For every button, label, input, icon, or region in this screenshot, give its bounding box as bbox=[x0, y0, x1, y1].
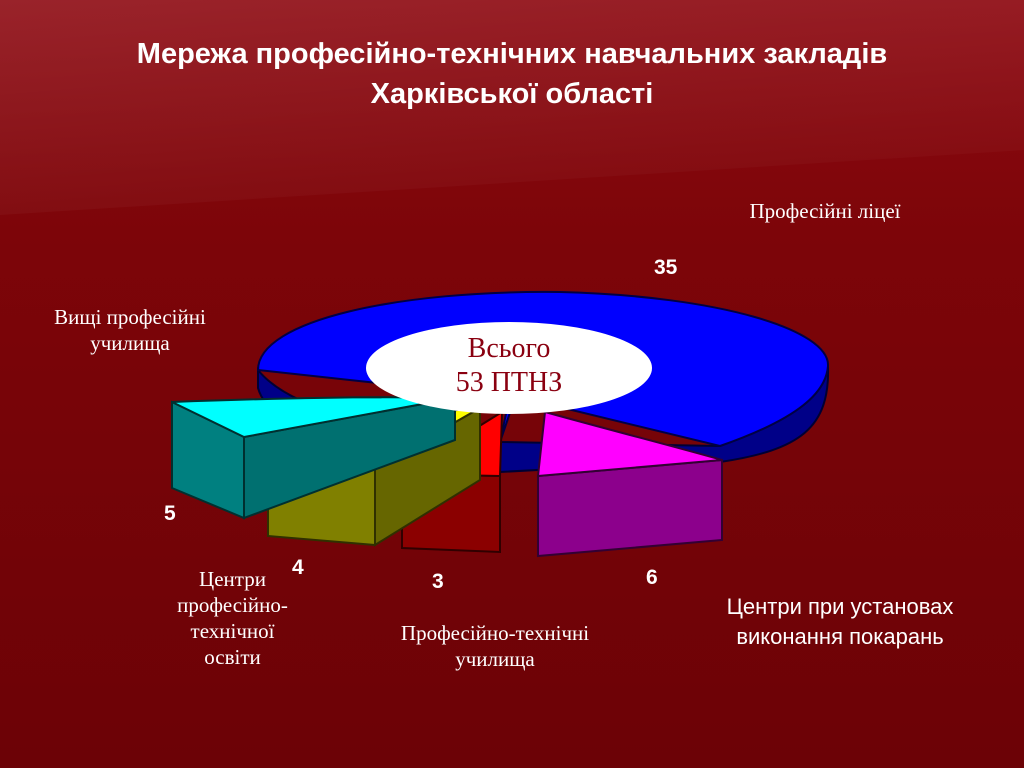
label-higher-vocational-schools: Вищі професійні училища bbox=[54, 305, 206, 355]
total-label: Всього bbox=[467, 333, 551, 364]
total-value: 53 ПТНЗ bbox=[455, 367, 563, 398]
value-professional-lyceums: 35 bbox=[654, 256, 678, 279]
label-vet-centers: Центри професійно-технічної освіти bbox=[177, 567, 288, 669]
value-penitentiary-centers: 6 bbox=[646, 566, 658, 589]
value-vet-centers: 4 bbox=[292, 556, 304, 579]
label-professional-lyceums: Професійні ліцеї bbox=[749, 199, 901, 223]
value-vocational-schools: 3 bbox=[432, 570, 444, 593]
slide-title: Мережа професійно-технічних навчальних з… bbox=[136, 38, 888, 110]
slice-penitentiary-centers bbox=[536, 410, 723, 478]
total-badge: Всього 53 ПТНЗ bbox=[366, 322, 652, 414]
label-penitentiary-centers: Центри при установах виконання покарань bbox=[726, 594, 954, 649]
value-higher-vocational-schools: 5 bbox=[164, 502, 176, 525]
label-vocational-schools: Професійно-технічні училища bbox=[400, 621, 590, 671]
